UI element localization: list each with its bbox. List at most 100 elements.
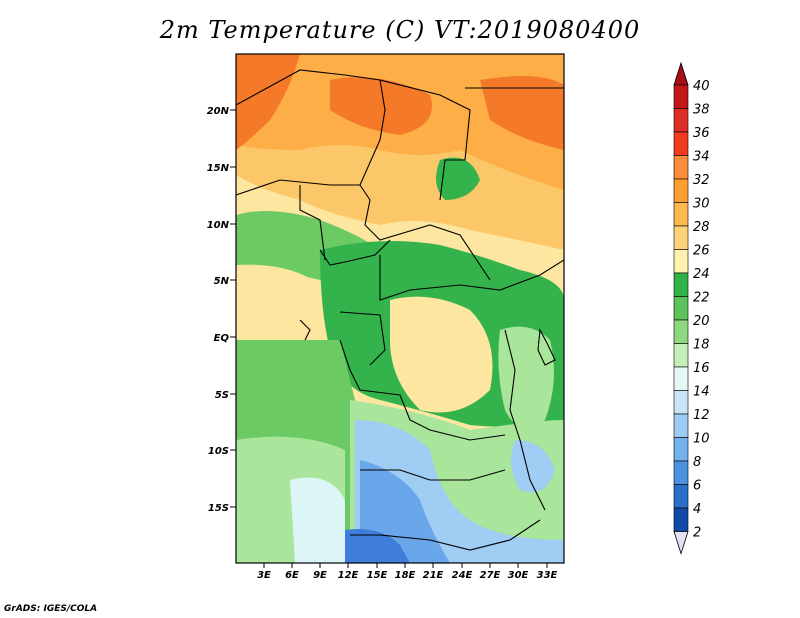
field-east-blue xyxy=(511,440,555,493)
border-line xyxy=(319,239,391,266)
border-line xyxy=(350,519,541,551)
border-line xyxy=(236,179,360,196)
field-mild-congo xyxy=(390,296,493,413)
colorbar-label: 4 xyxy=(693,502,701,517)
colorbar-label: 26 xyxy=(693,244,710,259)
lon-tick-label: 15E xyxy=(367,570,388,581)
colorbar-box xyxy=(673,249,689,274)
colorbar-box xyxy=(673,413,689,438)
colorbar-box xyxy=(673,202,689,227)
map-frame xyxy=(235,53,565,564)
colorbar-label: 2 xyxy=(693,526,701,541)
colorbar-label: 12 xyxy=(693,408,710,423)
lat-tick-label: 10N xyxy=(207,220,230,231)
lon-tick: 24E xyxy=(452,563,473,581)
field-ocean-cyan xyxy=(290,477,345,563)
lat-tick-label: EQ xyxy=(214,333,230,344)
lat-tick: 20N xyxy=(207,106,236,117)
lat-tick: 15N xyxy=(207,163,236,174)
colorbar-box xyxy=(673,484,689,509)
lon-tick-label: 33E xyxy=(537,570,558,581)
lat-tick: 10S xyxy=(208,446,236,457)
colorbar: 40 38 36 34 32 30 28 26 24 22 20 18 16 14 12 10 8 6 4 2 xyxy=(673,61,710,555)
lon-tick: 9E xyxy=(313,563,327,581)
colorbar-label: 40 xyxy=(693,79,710,94)
lat-tick: 15S xyxy=(208,503,236,514)
lon-tick-label: 9E xyxy=(313,570,327,581)
colorbar-box xyxy=(673,319,689,344)
border-line xyxy=(339,339,506,441)
lon-tick: 18E xyxy=(395,563,416,581)
lat-tick: 5S xyxy=(215,390,236,401)
border-line xyxy=(299,185,326,261)
lon-tick: 12E xyxy=(338,563,359,581)
border-line xyxy=(359,79,491,281)
colorbar-label: 22 xyxy=(693,291,710,306)
colorbar-box xyxy=(673,460,689,485)
colorbar-label: 6 xyxy=(693,479,701,494)
colorbar-label: 38 xyxy=(693,103,710,118)
colorbar-label: 16 xyxy=(693,361,710,376)
colorbar-box xyxy=(673,507,689,532)
lon-tick: 27E xyxy=(480,563,501,581)
colorbar-label: 14 xyxy=(693,385,710,400)
lon-axis: 3E 6E 9E 12E 15E 18E 21E 24E 27E 30E 33E xyxy=(257,563,558,581)
colorbar-box xyxy=(673,225,689,250)
lon-tick-label: 18E xyxy=(395,570,416,581)
credit-text: GrADS: IGES/COLA xyxy=(4,604,98,614)
field-blue-dark xyxy=(345,529,410,563)
lat-tick-label: 10S xyxy=(208,446,229,457)
field-very-hot-3 xyxy=(480,76,564,150)
lon-tick-label: 27E xyxy=(480,570,501,581)
lat-tick: 10N xyxy=(207,220,236,231)
colorbar-box xyxy=(673,155,689,180)
colorbar-box xyxy=(673,272,689,297)
field-very-hot-2 xyxy=(330,77,432,135)
lat-tick: 5N xyxy=(214,276,236,287)
lon-tick-label: 21E xyxy=(423,570,444,581)
colorbar-box xyxy=(673,296,689,321)
field-very-hot-1 xyxy=(236,54,300,150)
border-line xyxy=(379,255,564,301)
colorbar-label: 24 xyxy=(693,267,710,282)
border-line xyxy=(537,328,556,366)
colorbar-label: 10 xyxy=(693,432,710,447)
country-borders xyxy=(236,69,564,551)
field-mild-gulf xyxy=(236,264,321,345)
lat-tick-label: 5N xyxy=(214,276,230,287)
lon-tick-label: 12E xyxy=(338,570,359,581)
lon-tick-label: 6E xyxy=(285,570,299,581)
colorbar-label: 18 xyxy=(693,338,710,353)
lat-axis: 20N 15N 10N 5N EQ 5S 10S 15S xyxy=(207,106,236,514)
colorbar-label: 20 xyxy=(693,314,710,329)
colorbar-label: 32 xyxy=(693,173,710,188)
colorbar-label: 34 xyxy=(693,150,710,165)
lon-tick: 33E xyxy=(537,563,558,581)
chart-title: 2m Temperature (C) VT:2019080400 xyxy=(159,16,641,44)
border-line xyxy=(360,469,506,481)
colorbar-box xyxy=(673,84,689,109)
colorbar-box xyxy=(673,343,689,368)
lon-tick-label: 24E xyxy=(452,570,473,581)
lon-tick-label: 30E xyxy=(508,570,529,581)
lon-tick: 6E xyxy=(285,563,299,581)
lat-tick-label: 5S xyxy=(215,390,229,401)
lon-tick: 21E xyxy=(423,563,444,581)
colorbar-label: 30 xyxy=(693,197,710,212)
lat-tick-label: 20N xyxy=(207,106,230,117)
lon-tick: 30E xyxy=(508,563,529,581)
lon-tick-label: 3E xyxy=(257,570,271,581)
colorbar-label: 36 xyxy=(693,126,710,141)
colorbar-box xyxy=(673,108,689,133)
border-line xyxy=(339,311,386,366)
field-east-highlands xyxy=(498,326,554,428)
lon-tick: 15E xyxy=(367,563,388,581)
colorbar-box xyxy=(673,178,689,203)
colorbar-label: 8 xyxy=(693,455,701,470)
lat-tick-label: 15N xyxy=(207,163,230,174)
colorbar-box xyxy=(673,437,689,462)
lon-tick: 3E xyxy=(257,563,271,581)
border-line xyxy=(504,329,546,511)
colorbar-arrow-low xyxy=(673,531,689,555)
